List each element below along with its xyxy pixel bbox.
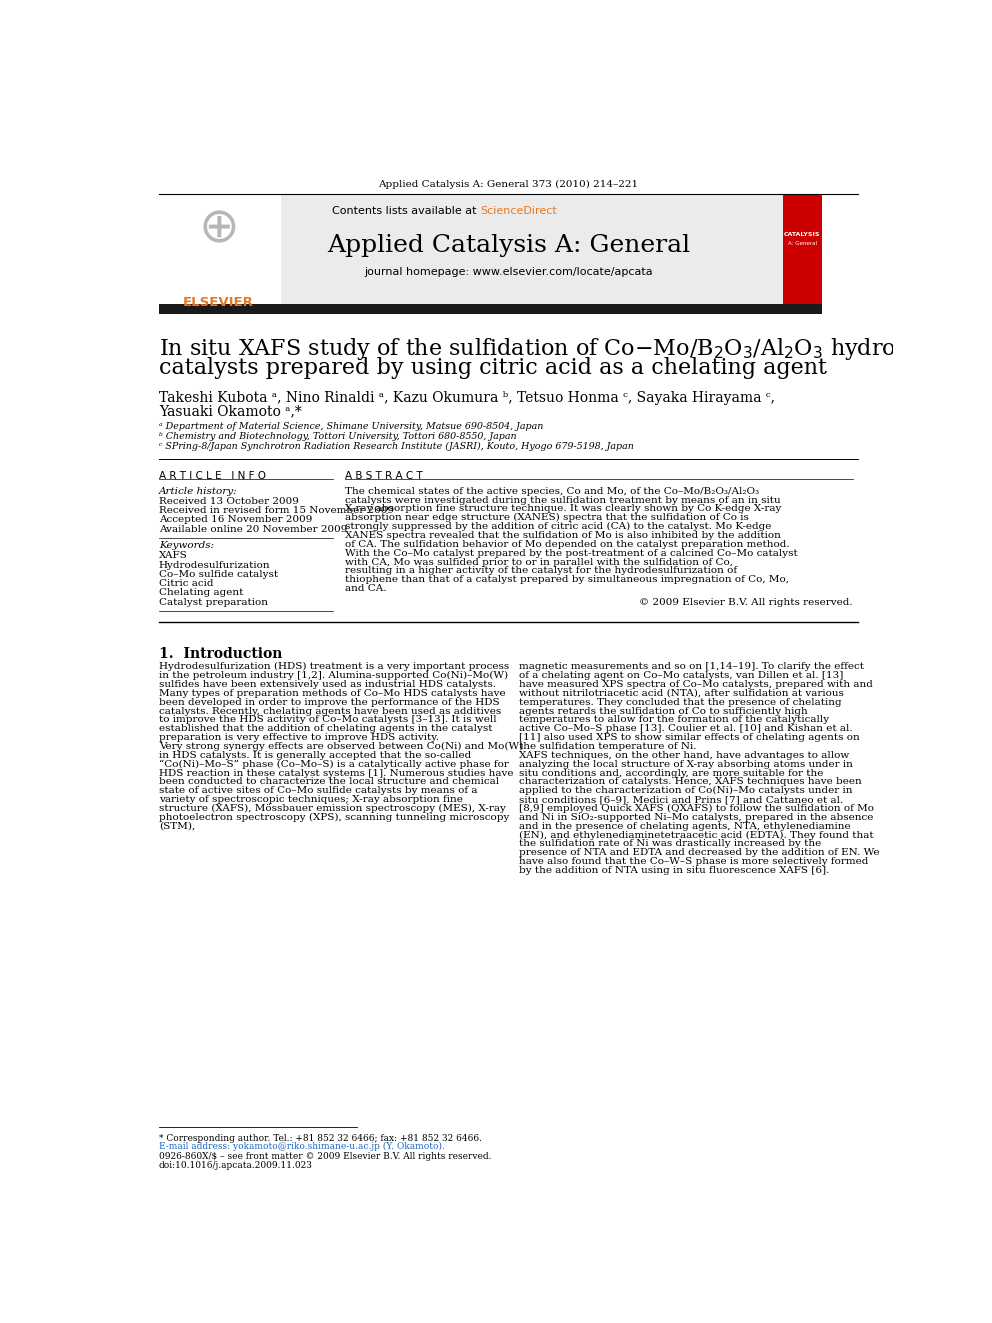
Text: strongly suppressed by the addition of citric acid (CA) to the catalyst. Mo K-ed: strongly suppressed by the addition of c… [345, 523, 771, 532]
Text: XAFS: XAFS [159, 552, 187, 561]
Text: characterization of catalysts. Hence, XAFS techniques have been: characterization of catalysts. Hence, XA… [519, 778, 862, 786]
Text: © 2009 Elsevier B.V. All rights reserved.: © 2009 Elsevier B.V. All rights reserved… [639, 598, 852, 607]
Text: presence of NTA and EDTA and decreased by the addition of EN. We: presence of NTA and EDTA and decreased b… [519, 848, 880, 857]
Text: E-mail address: yokamoto@riko.shimane-u.ac.jp (Y. Okamoto).: E-mail address: yokamoto@riko.shimane-u.… [159, 1142, 444, 1151]
Text: (STM),: (STM), [159, 822, 195, 831]
Text: analyzing the local structure of X-ray absorbing atoms under in: analyzing the local structure of X-ray a… [519, 759, 853, 769]
Text: the sulfidation temperature of Ni.: the sulfidation temperature of Ni. [519, 742, 696, 751]
Text: been developed in order to improve the performance of the HDS: been developed in order to improve the p… [159, 697, 500, 706]
Text: * Corresponding author. Tel.: +81 852 32 6466; fax: +81 852 32 6466.: * Corresponding author. Tel.: +81 852 32… [159, 1134, 482, 1143]
Text: Applied Catalysis A: General: Applied Catalysis A: General [326, 234, 690, 257]
Text: sulfides have been extensively used as industrial HDS catalysts.: sulfides have been extensively used as i… [159, 680, 496, 689]
Text: A R T I C L E   I N F O: A R T I C L E I N F O [159, 471, 266, 482]
Text: Co–Mo sulfide catalyst: Co–Mo sulfide catalyst [159, 570, 278, 579]
Text: have measured XPS spectra of Co–Mo catalysts, prepared with and: have measured XPS spectra of Co–Mo catal… [519, 680, 873, 689]
Text: catalysts. Recently, chelating agents have been used as additives: catalysts. Recently, chelating agents ha… [159, 706, 501, 716]
Text: In situ XAFS study of the sulfidation of Co$-$Mo/B$_2$O$_3$/Al$_2$O$_3$ hydrodes: In situ XAFS study of the sulfidation of… [159, 336, 992, 363]
Text: active Co–Mo–S phase [13]. Coulier et al. [10] and Kishan et al.: active Co–Mo–S phase [13]. Coulier et al… [519, 724, 853, 733]
Text: Keywords:: Keywords: [159, 541, 214, 550]
Text: Accepted 16 November 2009: Accepted 16 November 2009 [159, 515, 312, 524]
Text: structure (XAFS), Mössbauer emission spectroscopy (MES), X-ray: structure (XAFS), Mössbauer emission spe… [159, 804, 506, 814]
Text: catalysts were investigated during the sulfidation treatment by means of an in s: catalysts were investigated during the s… [345, 496, 781, 504]
Text: and Ni in SiO₂-supported Ni–Mo catalysts, prepared in the absence: and Ni in SiO₂-supported Ni–Mo catalysts… [519, 812, 874, 822]
Text: applied to the characterization of Co(Ni)–Mo catalysts under in: applied to the characterization of Co(Ni… [519, 786, 853, 795]
Bar [159, 194, 821, 303]
Text: ELSEVIER: ELSEVIER [184, 296, 254, 308]
Text: A: General: A: General [788, 241, 816, 246]
Text: Available online 20 November 2009: Available online 20 November 2009 [159, 524, 347, 533]
Text: “Co(Ni)–Mo–S” phase (Co–Mo–S) is a catalytically active phase for: “Co(Ni)–Mo–S” phase (Co–Mo–S) is a catal… [159, 759, 509, 769]
Text: absorption near edge structure (XANES) spectra that the sulfidation of Co is: absorption near edge structure (XANES) s… [345, 513, 749, 523]
Text: The chemical states of the active species, Co and Mo, of the Co–Mo/B₂O₃/Al₂O₃: The chemical states of the active specie… [345, 487, 759, 496]
Text: ᵃ Department of Material Science, Shimane University, Matsue 690-8504, Japan: ᵃ Department of Material Science, Shiman… [159, 422, 544, 431]
Text: of a chelating agent on Co–Mo catalysts, van Dillen et al. [13]: of a chelating agent on Co–Mo catalysts,… [519, 671, 843, 680]
Text: HDS reaction in these catalyst systems [1]. Numerous studies have: HDS reaction in these catalyst systems [… [159, 769, 514, 778]
Text: ScienceDirect: ScienceDirect [480, 206, 558, 217]
Text: With the Co–Mo catalyst prepared by the post-treatment of a calcined Co–Mo catal: With the Co–Mo catalyst prepared by the … [345, 549, 798, 558]
Text: magnetic measurements and so on [1,14–19]. To clarify the effect: magnetic measurements and so on [1,14–19… [519, 663, 864, 671]
Text: temperatures to allow for the formation of the catalytically: temperatures to allow for the formation … [519, 716, 829, 725]
Text: Hydrodesulfurization (HDS) treatment is a very important process: Hydrodesulfurization (HDS) treatment is … [159, 663, 509, 672]
Text: Hydrodesulfurization: Hydrodesulfurization [159, 561, 271, 570]
Text: [11] also used XPS to show similar effects of chelating agents on: [11] also used XPS to show similar effec… [519, 733, 860, 742]
Text: situ conditions and, accordingly, are more suitable for the: situ conditions and, accordingly, are mo… [519, 769, 823, 778]
Text: agents retards the sulfidation of Co to sufficiently high: agents retards the sulfidation of Co to … [519, 706, 808, 716]
Text: established that the addition of chelating agents in the catalyst: established that the addition of chelati… [159, 724, 492, 733]
Text: ᵇ Chemistry and Biotechnology, Tottori University, Tottori 680-8550, Japan: ᵇ Chemistry and Biotechnology, Tottori U… [159, 433, 517, 441]
Text: Yasuaki Okamoto ᵃ,*: Yasuaki Okamoto ᵃ,* [159, 405, 302, 418]
Bar [783, 194, 821, 303]
Text: journal homepage: www.elsevier.com/locate/apcata: journal homepage: www.elsevier.com/locat… [364, 266, 653, 277]
Text: Received in revised form 15 November 2009: Received in revised form 15 November 200… [159, 505, 394, 515]
Text: Received 13 October 2009: Received 13 October 2009 [159, 497, 299, 505]
Text: Contents lists available at: Contents lists available at [332, 206, 480, 217]
Text: CATALYSIS: CATALYSIS [784, 232, 820, 237]
Text: the sulfidation rate of Ni was drastically increased by the: the sulfidation rate of Ni was drastical… [519, 839, 821, 848]
Text: Citric acid: Citric acid [159, 579, 213, 589]
Text: state of active sites of Co–Mo sulfide catalysts by means of a: state of active sites of Co–Mo sulfide c… [159, 786, 477, 795]
Text: and CA.: and CA. [345, 585, 386, 593]
Text: Applied Catalysis A: General 373 (2010) 214–221: Applied Catalysis A: General 373 (2010) … [378, 180, 639, 189]
Text: have also found that the Co–W–S phase is more selectively formed: have also found that the Co–W–S phase is… [519, 857, 869, 867]
Text: of CA. The sulfidation behavior of Mo depended on the catalyst preparation metho: of CA. The sulfidation behavior of Mo de… [345, 540, 790, 549]
Text: by the addition of NTA using in situ fluorescence XAFS [6].: by the addition of NTA using in situ flu… [519, 867, 829, 875]
Text: 0926-860X/$ – see front matter © 2009 Elsevier B.V. All rights reserved.: 0926-860X/$ – see front matter © 2009 El… [159, 1152, 491, 1162]
Text: XAFS techniques, on the other hand, have advantages to allow: XAFS techniques, on the other hand, have… [519, 751, 849, 759]
Bar [159, 194, 282, 303]
Text: doi:10.1016/j.apcata.2009.11.023: doi:10.1016/j.apcata.2009.11.023 [159, 1160, 312, 1170]
Text: Article history:: Article history: [159, 487, 237, 496]
Text: X-ray absorption fine structure technique. It was clearly shown by Co K-edge X-r: X-ray absorption fine structure techniqu… [345, 504, 782, 513]
Text: [8,9] employed Quick XAFS (QXAFS) to follow the sulfidation of Mo: [8,9] employed Quick XAFS (QXAFS) to fol… [519, 804, 874, 814]
Text: catalysts prepared by using citric acid as a chelating agent: catalysts prepared by using citric acid … [159, 357, 827, 380]
Text: preparation is very effective to improve HDS activity.: preparation is very effective to improve… [159, 733, 438, 742]
Text: photoelectron spectroscopy (XPS), scanning tunneling microscopy: photoelectron spectroscopy (XPS), scanni… [159, 812, 509, 822]
Text: ⊕: ⊕ [198, 204, 239, 253]
Text: Catalyst preparation: Catalyst preparation [159, 598, 268, 607]
Text: XANES spectra revealed that the sulfidation of Mo is also inhibited by the addit: XANES spectra revealed that the sulfidat… [345, 531, 781, 540]
Text: with CA, Mo was sulfided prior to or in parallel with the sulfidation of Co,: with CA, Mo was sulfided prior to or in … [345, 557, 733, 566]
Text: in the petroleum industry [1,2]. Alumina-supported Co(Ni)–Mo(W): in the petroleum industry [1,2]. Alumina… [159, 671, 508, 680]
Bar [159, 303, 821, 315]
Text: in HDS catalysts. It is generally accepted that the so-called: in HDS catalysts. It is generally accept… [159, 751, 471, 759]
Text: thiophene than that of a catalyst prepared by simultaneous impregnation of Co, M: thiophene than that of a catalyst prepar… [345, 576, 789, 585]
Text: variety of spectroscopic techniques; X-ray absorption fine: variety of spectroscopic techniques; X-r… [159, 795, 462, 804]
Text: resulting in a higher activity of the catalyst for the hydrodesulfurization of: resulting in a higher activity of the ca… [345, 566, 737, 576]
Text: Many types of preparation methods of Co–Mo HDS catalysts have: Many types of preparation methods of Co–… [159, 689, 506, 699]
Text: and in the presence of chelating agents, NTA, ethylenediamine: and in the presence of chelating agents,… [519, 822, 851, 831]
Text: 1.  Introduction: 1. Introduction [159, 647, 283, 662]
Text: Takeshi Kubota ᵃ, Nino Rinaldi ᵃ, Kazu Okumura ᵇ, Tetsuo Honma ᶜ, Sayaka Hirayam: Takeshi Kubota ᵃ, Nino Rinaldi ᵃ, Kazu O… [159, 392, 775, 405]
Text: Very strong synergy effects are observed between Co(Ni) and Mo(W): Very strong synergy effects are observed… [159, 742, 523, 751]
Text: temperatures. They concluded that the presence of chelating: temperatures. They concluded that the pr… [519, 697, 842, 706]
Text: (EN), and ethylenediaminetetraacetic acid (EDTA). They found that: (EN), and ethylenediaminetetraacetic aci… [519, 831, 874, 840]
Text: Chelating agent: Chelating agent [159, 589, 243, 598]
Text: A B S T R A C T: A B S T R A C T [345, 471, 423, 482]
Text: to improve the HDS activity of Co–Mo catalysts [3–13]. It is well: to improve the HDS activity of Co–Mo cat… [159, 716, 497, 725]
Text: situ conditions [6–9]. Medici and Prins [7] and Cattaneo et al.: situ conditions [6–9]. Medici and Prins … [519, 795, 843, 804]
Text: without nitrilotriacetic acid (NTA), after sulfidation at various: without nitrilotriacetic acid (NTA), aft… [519, 689, 844, 699]
Text: ᶜ SPring-8/Japan Synchrotron Radiation Research Institute (JASRI), Kouto, Hyogo : ᶜ SPring-8/Japan Synchrotron Radiation R… [159, 442, 634, 451]
Text: been conducted to characterize the local structure and chemical: been conducted to characterize the local… [159, 778, 499, 786]
